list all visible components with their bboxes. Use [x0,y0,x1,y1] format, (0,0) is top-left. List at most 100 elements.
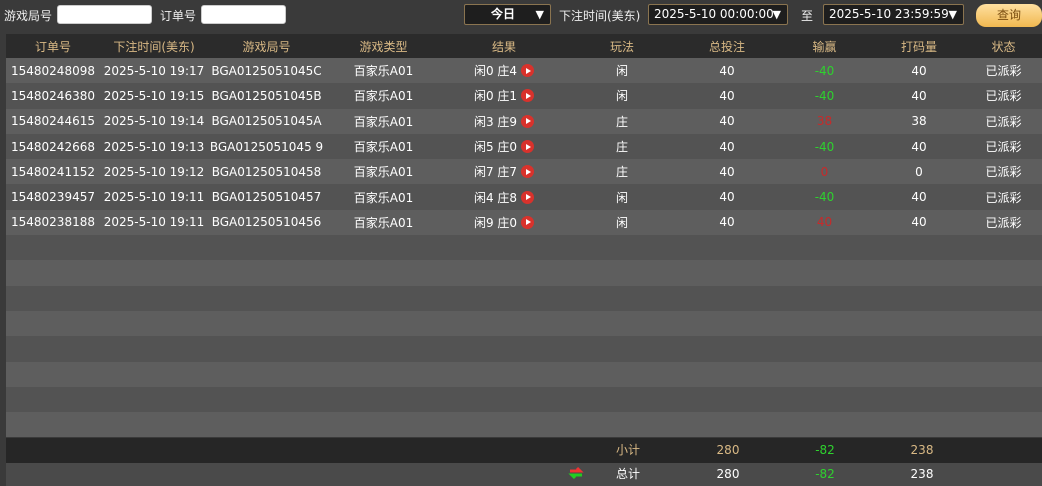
empty-row [6,235,1042,261]
cell-bet-time: 2025-5-10 19:17 [100,64,208,78]
bet-time-value: 2025-5-10 19:12 [103,164,205,179]
play-replay-icon[interactable] [521,190,535,204]
table-row: 15480241152 2025-5-10 19:12 BGA01250510458… [6,159,1042,185]
status-value: 已派彩 [985,140,1022,155]
result-value: 闲0 庄4 [473,64,518,79]
order-id-value: 15480244615 [11,114,95,129]
win-loss-value: 40 [816,215,833,230]
play-replay-icon[interactable] [521,64,535,78]
date-range-select[interactable]: 今日 ▼ [464,4,551,25]
cell-game-round: BGA0125051045A [208,114,325,128]
result-value: 闲5 庄0 [473,140,518,155]
status-value: 已派彩 [985,64,1022,79]
cell-bet-time: 2025-5-10 19:11 [100,190,208,204]
cell-game-round: BGA01250510457 [208,190,325,204]
cell-result: 闲0 庄4 [442,62,566,79]
cell-total-bet: 40 [678,190,776,204]
play-replay-icon[interactable] [521,215,535,229]
game-type-value: 百家乐A01 [353,89,414,104]
game-type-value: 百家乐A01 [353,114,414,129]
header-bet-time: 下注时间(美东) [113,39,195,54]
cell-bet-time: 2025-5-10 19:12 [100,165,208,179]
total-bet-value: 40 [719,164,735,179]
win-loss-value: -40 [814,88,835,103]
empty-row [6,336,1042,362]
cell-result: 闲5 庄0 [442,138,566,155]
empty-row [6,310,1042,337]
game-round-label: 游戏局号 [4,9,53,23]
cell-order-id: 15480242668 [6,140,100,154]
cell-bet-time: 2025-5-10 19:13 [100,140,208,154]
turnover-value: 0 [915,164,923,179]
cell-bet-type: 闲 [566,87,678,104]
cell-status: 已派彩 [965,62,1042,79]
cell-win-loss: 38 [776,114,873,128]
game-type-value: 百家乐A01 [353,165,414,180]
play-replay-icon[interactable] [521,89,535,103]
cell-game-round: BGA01250510456 [208,215,325,229]
cell-bet-type: 庄 [566,163,678,180]
cell-game-type: 百家乐A01 [325,163,442,180]
to-label: 至 [801,9,814,23]
refresh-icon[interactable] [546,463,606,486]
game-round-input[interactable] [57,5,152,24]
cell-order-id: 15480238188 [6,215,100,229]
date-range-value: 今日 [491,7,516,21]
order-input[interactable] [201,5,286,24]
cell-bet-type: 闲 [566,214,678,231]
bet-type-value: 闲 [615,64,628,79]
cell-order-id: 15480248098 [6,64,100,78]
cell-total-bet: 40 [678,215,776,229]
cell-win-loss: -40 [776,190,873,204]
game-type-value: 百家乐A01 [353,140,414,155]
status-value: 已派彩 [985,114,1022,129]
bet-type-value: 庄 [615,165,628,180]
cell-bet-type: 闲 [566,62,678,79]
query-button[interactable]: 查询 [976,4,1042,27]
header-bet-type: 玩法 [609,39,634,54]
cell-turnover: 0 [873,165,965,179]
cell-bet-type: 庄 [566,113,678,130]
cell-game-type: 百家乐A01 [325,62,442,79]
subtotal-row: 小计 280 -82 238 [6,438,1042,463]
table-row: 15480239457 2025-5-10 19:11 BGA01250510457… [6,184,1042,210]
table-header: 订单号 下注时间(美东) 游戏局号 游戏类型 结果 玩法 总投注 输赢 打码量 状态 [6,34,1042,58]
cell-result: 闲7 庄7 [442,163,566,180]
game-round-value: BGA01250510457 [211,190,322,205]
end-time-select[interactable]: 2025-5-10 23:59:59 ▼ [823,4,964,25]
turnover-value: 40 [911,215,927,230]
cell-game-type: 百家乐A01 [325,138,442,155]
cell-win-loss: -40 [776,64,873,78]
play-replay-icon[interactable] [521,165,535,179]
play-replay-icon[interactable] [521,114,535,128]
end-time-value: 2025-5-10 23:59:59 [829,7,949,21]
game-round-value: BGA0125051045B [211,88,322,103]
play-replay-icon[interactable] [521,140,535,154]
result-value: 闲7 庄7 [473,165,518,180]
start-time-select[interactable]: 2025-5-10 00:00:00 ▼ [648,4,788,25]
game-type-value: 百家乐A01 [353,190,414,205]
cell-win-loss: 40 [776,215,873,229]
order-id-value: 15480239457 [11,190,95,205]
empty-row [6,260,1042,286]
filter-toolbar: 游戏局号 订单号 今日 ▼ 下注时间(美东) 2025-5-10 00:00:00… [0,0,1042,30]
turnover-value: 38 [911,114,927,129]
empty-row [6,386,1042,413]
win-loss-value: 38 [816,114,833,129]
header-game-type: 游戏类型 [359,39,408,54]
subtotal-label: 小计 [615,443,640,457]
bet-time-value: 2025-5-10 19:11 [103,215,205,230]
bet-type-value: 闲 [615,89,628,104]
order-id-value: 15480248098 [11,63,95,78]
game-round-value: BGA01250510458 [211,164,322,179]
bet-time-value: 2025-5-10 19:17 [103,63,205,78]
cell-order-id: 15480246380 [6,89,100,103]
bet-type-value: 闲 [615,215,628,230]
cell-status: 已派彩 [965,113,1042,130]
total-label: 总计 [615,467,640,481]
cell-turnover: 40 [873,140,965,154]
game-round-value: BGA01250510456 [211,215,322,230]
result-value: 闲3 庄9 [473,114,518,129]
cell-game-round: BGA0125051045B [208,89,325,103]
turnover-value: 40 [911,139,927,154]
